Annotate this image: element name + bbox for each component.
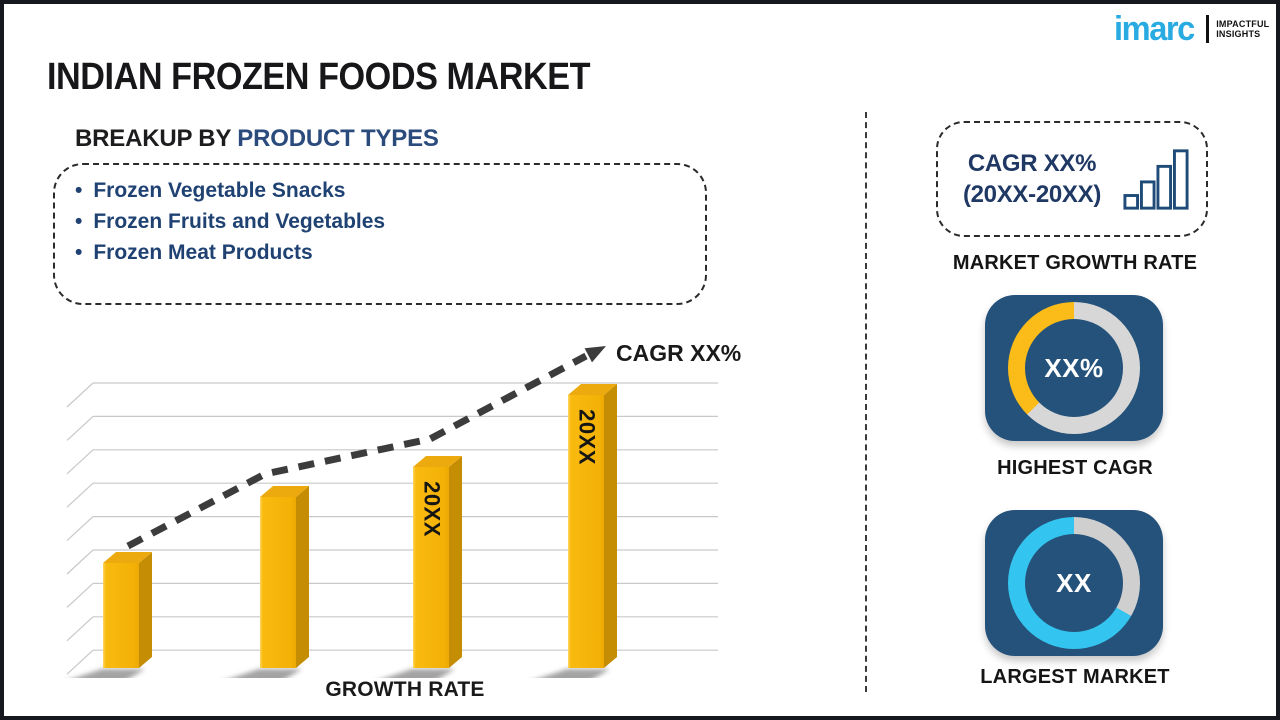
bar-year-label: 20XX: [575, 409, 600, 465]
cagr-box-line1: CAGR XX%: [967, 149, 1097, 177]
growth-bars-icon: [1123, 149, 1189, 210]
largest-market-tile: XX: [985, 510, 1163, 656]
breakup-heading: BREAKUP BY PRODUCT TYPES: [75, 125, 439, 153]
product-type-item: Frozen Meat Products: [75, 237, 685, 268]
trend-arrow: [126, 346, 606, 550]
product-type-item: Frozen Vegetable Snacks: [75, 175, 685, 206]
logo-tagline-top: IMPACTFUL: [1216, 18, 1270, 29]
cagr-box-line2: (20XX-20XX): [962, 181, 1102, 208]
logo-tagline-bottom: INSIGHTS: [1216, 29, 1261, 39]
market-growth-rate-label: MARKET GROWTH RATE: [952, 252, 1198, 274]
section-divider: [865, 112, 867, 692]
highest-cagr-donut: XX%: [1008, 302, 1140, 434]
breakup-heading-highlight: PRODUCT TYPES: [237, 125, 439, 152]
chart-x-axis-label: GROWTH RATE: [325, 678, 485, 701]
breakup-heading-prefix: BREAKUP BY: [75, 125, 231, 152]
largest-market-value: XX: [1056, 567, 1092, 598]
bar-shadows: [51, 669, 610, 686]
growth-bar-chart-svg: 20XX 20XX: [51, 346, 718, 686]
bars: 20XX 20XX: [103, 384, 617, 668]
largest-market-label: LARGEST MARKET: [980, 666, 1170, 688]
highest-cagr-tile: XX%: [985, 295, 1163, 441]
imarc-logo: imarc IMPACTFUL INSIGHTS: [1114, 12, 1269, 46]
growth-bar-chart: 20XX 20XX: [51, 332, 750, 686]
highest-cagr-value: XX%: [1044, 352, 1104, 383]
product-type-item: Frozen Fruits and Vegetables: [75, 206, 685, 237]
product-types-list: Frozen Vegetable SnacksFrozen Fruits and…: [75, 175, 685, 268]
highest-cagr-label: HIGHEST CAGR: [997, 457, 1153, 479]
cagr-box-text: CAGR XX% (20XX-20XX): [948, 148, 1116, 210]
product-types-box: Frozen Vegetable SnacksFrozen Fruits and…: [53, 163, 707, 305]
imarc-wordmark: imarc: [1114, 10, 1195, 48]
largest-market-donut: XX: [1008, 517, 1140, 649]
logo-tagline: IMPACTFUL INSIGHTS: [1216, 19, 1269, 40]
page-title: INDIAN FROZEN FOODS MARKET: [47, 56, 591, 98]
bar-year-label: 20XX: [420, 481, 445, 537]
cagr-box: CAGR XX% (20XX-20XX): [936, 121, 1208, 237]
cagr-trend-label: CAGR XX%: [616, 340, 742, 366]
logo-separator: [1206, 15, 1210, 43]
